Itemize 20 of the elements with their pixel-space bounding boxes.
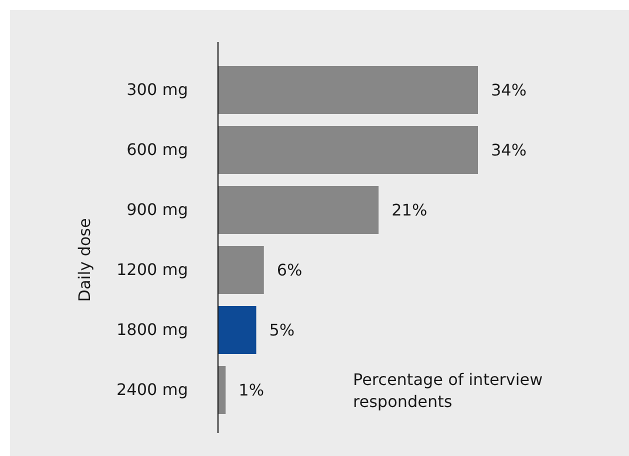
bar (218, 66, 478, 114)
y-tick-label: 300 mg (126, 80, 188, 100)
y-tick-label: 1200 mg (116, 260, 188, 280)
x-axis-title: Percentage of interview respondents (353, 370, 543, 411)
data-label: 5% (269, 320, 295, 340)
data-label: 1% (238, 380, 264, 400)
data-label: 6% (276, 260, 302, 280)
bar (218, 246, 264, 294)
y-tick-label: 1800 mg (116, 320, 188, 340)
y-tick-label: 900 mg (126, 200, 188, 220)
data-label: 21% (392, 200, 428, 220)
data-label: 34% (491, 80, 527, 100)
data-label: 34% (491, 140, 527, 160)
bar (218, 186, 379, 234)
y-tick-label: 2400 mg (116, 380, 188, 400)
bar (218, 366, 226, 414)
bar (218, 126, 478, 174)
bar (218, 306, 256, 354)
y-tick-label: 600 mg (126, 140, 188, 160)
y-axis-title: Daily dose (75, 218, 94, 302)
